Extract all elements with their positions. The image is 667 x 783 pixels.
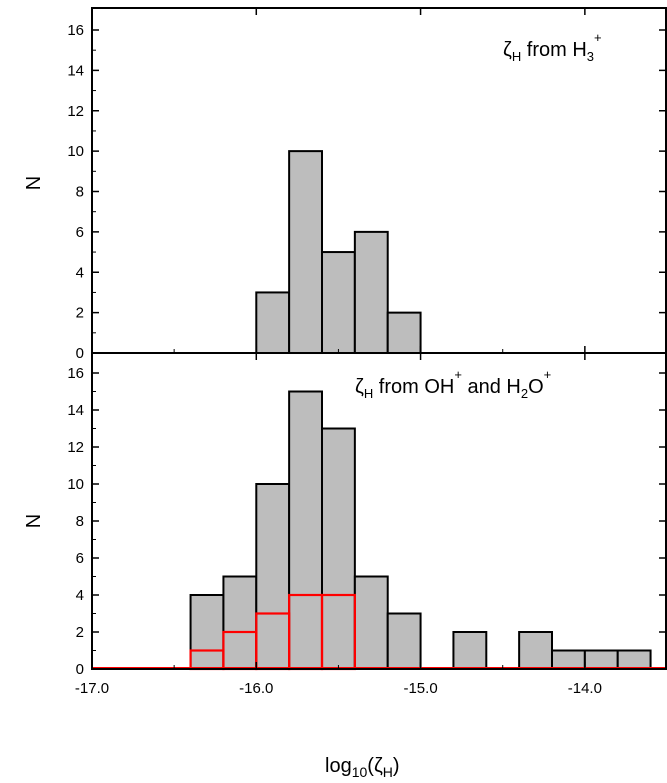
y-tick-label: 0: [76, 345, 84, 362]
histogram-bar: [189, 594, 225, 670]
histogram-bar: [583, 649, 619, 670]
species-tail: O: [528, 376, 544, 398]
histogram-bar: [353, 230, 389, 355]
histogram-bar: [452, 631, 488, 670]
histogram-bar: [321, 427, 356, 670]
panel-bottom: 0 2 4 6 8 10 12 14 16 -17.0 -16.0 -15.0 -14.0 NζH fro…: [23, 352, 667, 697]
y-tick-label: 16: [67, 365, 84, 382]
histogram-bar: [386, 311, 422, 355]
histogram-bar: [386, 612, 422, 670]
species-charge: +: [454, 367, 462, 382]
x-tick-label: -15.0: [403, 680, 437, 697]
y-tick-label: 8: [76, 513, 84, 530]
paren-close: ): [393, 755, 400, 777]
zeta-subscript: H: [512, 49, 521, 64]
y-tick-label: 10: [67, 476, 84, 493]
y-tick-label: 16: [67, 22, 84, 39]
y-tick-label: 6: [76, 550, 84, 567]
y-tick-label: 2: [76, 624, 84, 641]
histogram-bar: [288, 150, 324, 355]
zeta-subscript: H: [383, 764, 393, 780]
histogram-bar: [551, 649, 586, 670]
plot-frame: [91, 352, 667, 670]
histogram-bar: [288, 390, 324, 670]
log-base: 10: [352, 764, 368, 780]
y-tick-label: 12: [67, 439, 84, 456]
x-tick-label: -14.0: [568, 680, 602, 697]
y-tick-label: 6: [76, 224, 84, 241]
x-axis-title: log10(ζH): [325, 755, 400, 780]
annotation-text: from OH: [373, 376, 454, 398]
y-tick-label: 10: [67, 143, 84, 160]
zeta-symbol: ζ: [374, 755, 383, 777]
x-tick-label: -16.0: [239, 680, 273, 697]
histogram-bar: [255, 483, 291, 670]
y-axis-title: N: [23, 176, 45, 190]
annotation-text: from H: [521, 39, 587, 61]
panel-annotation: ζH from H3+: [503, 30, 602, 64]
species-charge: +: [594, 30, 602, 45]
species-subscript: 2: [521, 386, 528, 401]
histogram-bar: [222, 575, 258, 670]
log-text: log: [325, 755, 352, 777]
species-charge: +: [544, 367, 552, 382]
histogram-bar: [255, 291, 291, 355]
zeta-subscript: H: [364, 386, 373, 401]
panel-annotation: ζH from OH+ and H2O+: [355, 367, 551, 401]
y-tick-label: 8: [76, 184, 84, 201]
species-subscript: 3: [587, 49, 594, 64]
y-axis-title: N: [23, 514, 45, 528]
histogram-bar: [518, 631, 554, 670]
y-tick-label: 4: [76, 264, 84, 281]
y-tick-label: 12: [67, 103, 84, 120]
annotation-text: and H: [462, 376, 521, 398]
histogram-bar: [616, 649, 652, 670]
x-tick-label: -17.0: [75, 680, 109, 697]
y-tick-label: 14: [67, 402, 84, 419]
y-tick-label: 4: [76, 587, 84, 604]
paren-open: (: [367, 755, 374, 777]
panel-top: 0 2 4 6 8 10 12 14 16 NζH from H3+: [23, 7, 667, 362]
histogram-bar: [353, 575, 389, 670]
zeta-symbol: ζ: [503, 39, 512, 61]
y-tick-label: 2: [76, 305, 84, 322]
y-tick-label: 14: [67, 62, 84, 79]
zeta-symbol: ζ: [355, 376, 364, 398]
y-tick-label: 0: [76, 661, 84, 678]
histogram-bar: [321, 251, 356, 354]
